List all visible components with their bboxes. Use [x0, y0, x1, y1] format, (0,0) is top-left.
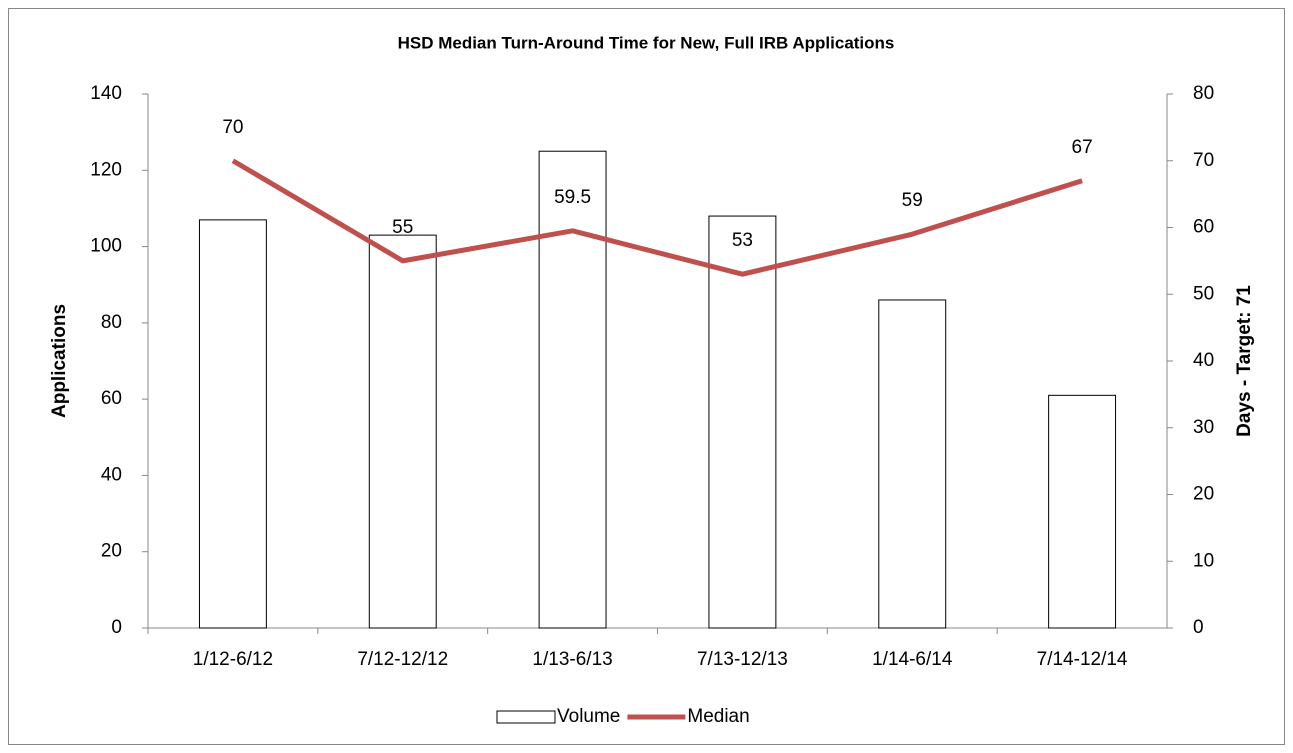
y-tick-label: 100 [90, 236, 122, 257]
y2-axis-title: Days - Target: 71 [1234, 285, 1255, 437]
legend-label: Median [687, 706, 749, 727]
y-tick-label: 140 [90, 83, 122, 104]
x-tick-label: 1/14-6/14 [872, 649, 953, 670]
y-tick-label: 60 [101, 388, 122, 409]
chart-title: HSD Median Turn-Around Time for New, Ful… [398, 33, 895, 52]
y2-tick-label: 50 [1193, 283, 1214, 304]
y2-tick-label: 40 [1193, 350, 1214, 371]
y2-tick-label: 60 [1193, 217, 1214, 238]
line [231, 158, 1083, 277]
y2-tick-label: 10 [1193, 550, 1214, 571]
y-tick-label: 20 [101, 541, 122, 562]
data-label: 55 [392, 217, 413, 238]
y2-tick-label: 0 [1193, 617, 1204, 638]
bar [198, 219, 267, 629]
bar [538, 150, 607, 629]
bar [368, 234, 437, 629]
data-label: 59.5 [554, 187, 591, 208]
y2-tick-label: 20 [1193, 484, 1214, 505]
data-label: 59 [902, 190, 923, 211]
y-tick-label: 80 [101, 312, 122, 333]
data-label: 67 [1072, 137, 1093, 158]
x-tick-label: 7/14-12/14 [1037, 649, 1128, 670]
legend-label: Volume [557, 706, 620, 727]
bar [1048, 394, 1117, 629]
x-tick-label: 7/12-12/12 [357, 649, 448, 670]
y2-tick-label: 80 [1193, 83, 1214, 104]
bar [878, 299, 947, 629]
y2-tick-label: 70 [1193, 150, 1214, 171]
data-label: 70 [222, 117, 243, 138]
y-tick-label: 120 [90, 159, 122, 180]
x-tick-label: 1/12-6/12 [193, 649, 273, 670]
y2-tick-label: 30 [1193, 417, 1214, 438]
y-axis-title: Applications [49, 304, 70, 418]
legend-swatch [496, 710, 556, 724]
y-tick-label: 0 [111, 617, 122, 638]
y-tick-label: 40 [101, 464, 122, 485]
bar [708, 215, 777, 629]
x-tick-label: 7/13-12/13 [697, 649, 788, 670]
data-label: 53 [732, 230, 753, 251]
x-tick-label: 1/13-6/13 [532, 649, 612, 670]
